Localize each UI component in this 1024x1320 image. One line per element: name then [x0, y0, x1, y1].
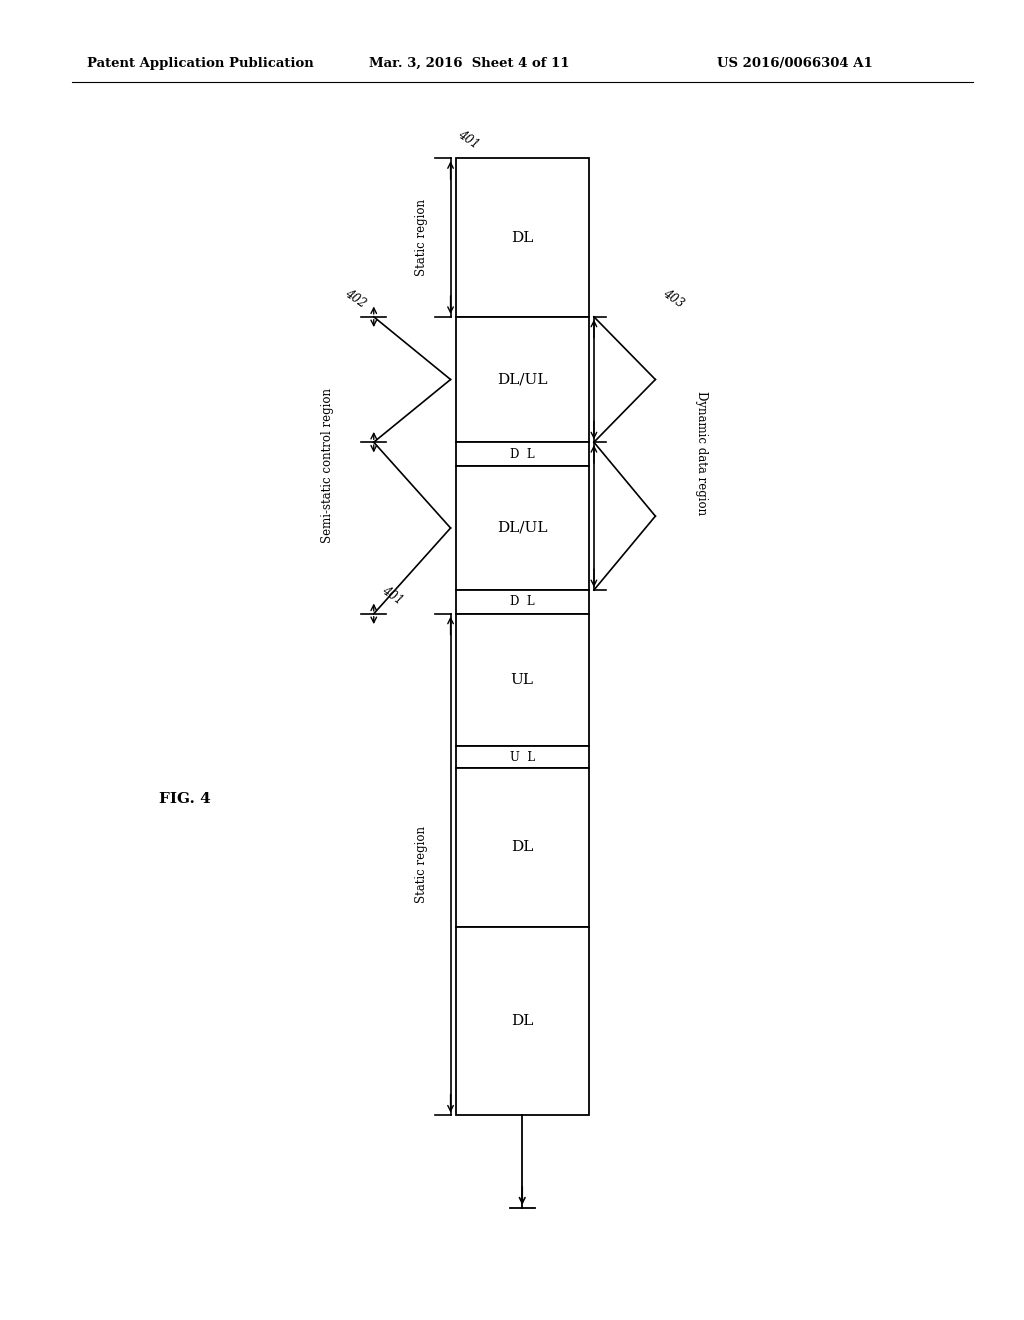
- Text: US 2016/0066304 A1: US 2016/0066304 A1: [717, 57, 872, 70]
- Text: Dynamic data region: Dynamic data region: [695, 391, 708, 516]
- Bar: [456, 590, 589, 614]
- Text: Patent Application Publication: Patent Application Publication: [87, 57, 313, 70]
- Text: DL: DL: [511, 841, 534, 854]
- Text: D  L: D L: [510, 595, 535, 609]
- Text: DL/UL: DL/UL: [497, 372, 548, 387]
- Text: FIG. 4: FIG. 4: [159, 792, 211, 805]
- Bar: [456, 614, 589, 746]
- Text: DL: DL: [511, 231, 534, 244]
- Text: 402: 402: [343, 286, 369, 310]
- Text: DL/UL: DL/UL: [497, 521, 548, 535]
- Text: 403: 403: [660, 286, 686, 310]
- Text: 401: 401: [379, 583, 404, 607]
- Text: Static region: Static region: [416, 199, 428, 276]
- Text: UL: UL: [511, 673, 534, 686]
- Bar: [456, 768, 589, 927]
- Text: 401: 401: [456, 128, 481, 152]
- Text: DL: DL: [511, 1014, 534, 1028]
- Text: Mar. 3, 2016  Sheet 4 of 11: Mar. 3, 2016 Sheet 4 of 11: [369, 57, 569, 70]
- Text: Static region: Static region: [416, 826, 428, 903]
- Bar: [456, 466, 589, 590]
- Text: D  L: D L: [510, 447, 535, 461]
- Text: U  L: U L: [510, 751, 535, 763]
- Bar: [456, 746, 589, 768]
- Bar: [456, 927, 589, 1115]
- Bar: [456, 442, 589, 466]
- Bar: [456, 158, 589, 317]
- Bar: [456, 317, 589, 442]
- Text: Semi-static control region: Semi-static control region: [322, 388, 334, 543]
